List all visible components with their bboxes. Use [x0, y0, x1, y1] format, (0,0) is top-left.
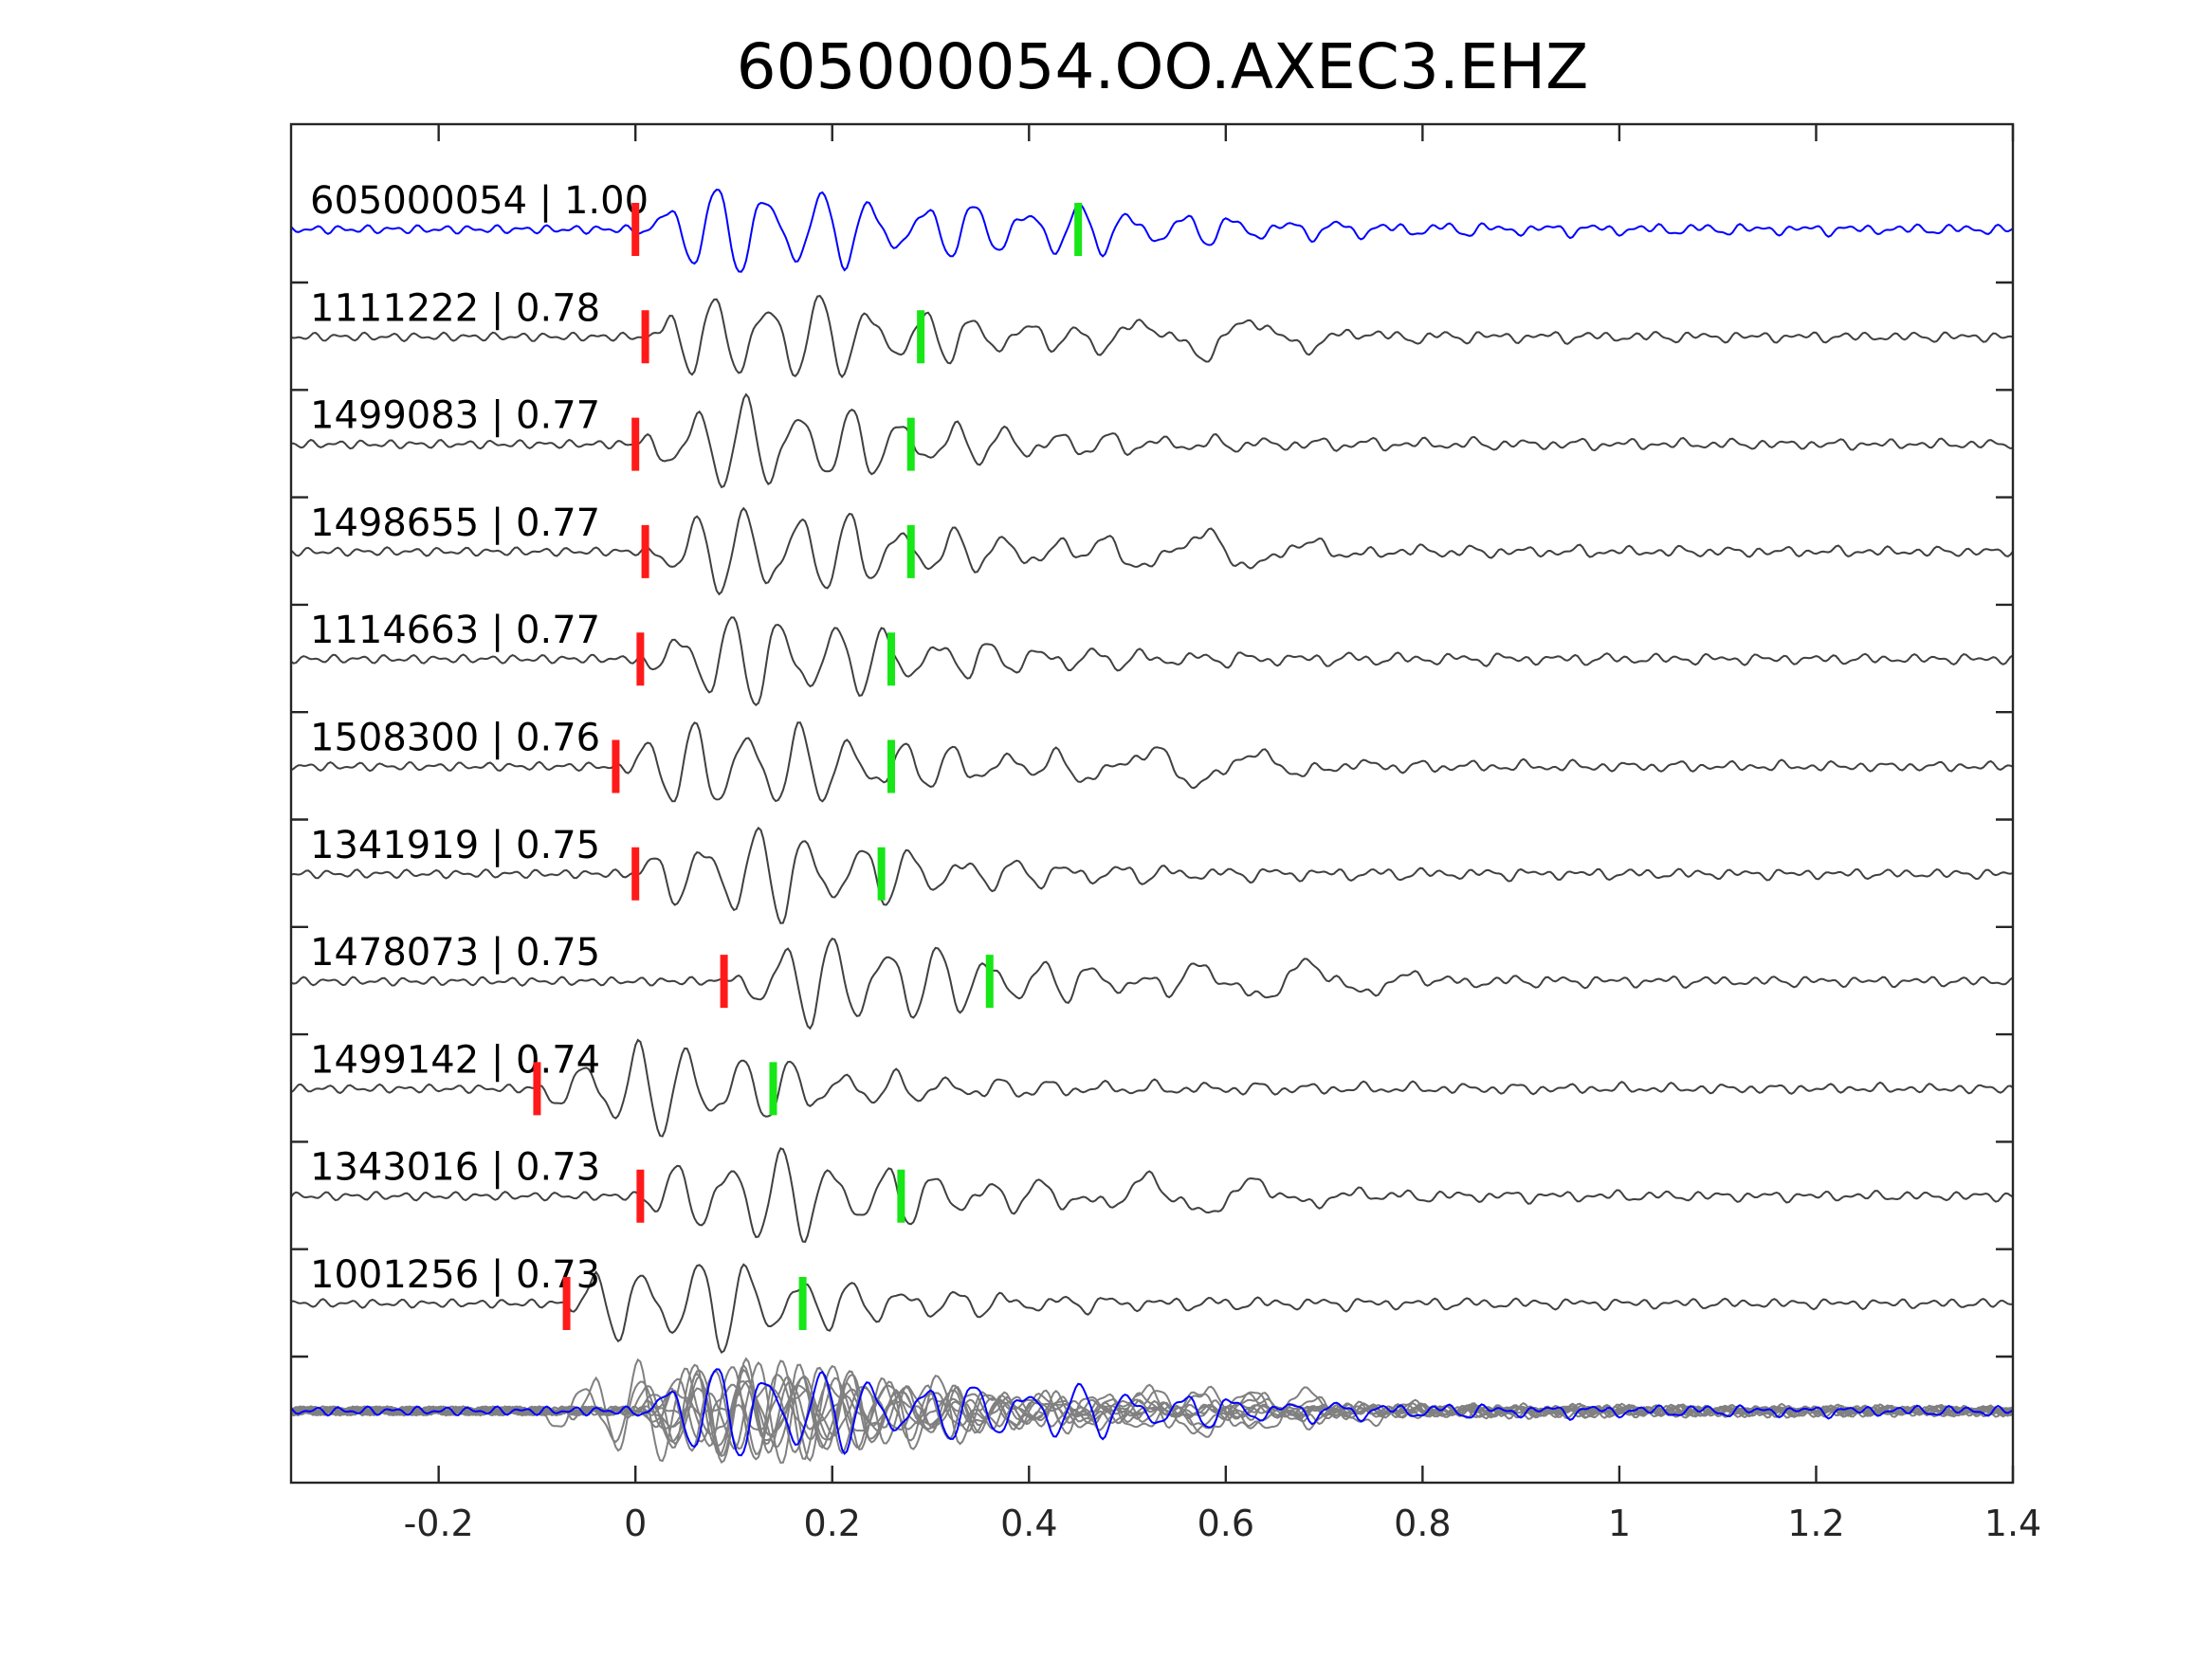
trace-waveform-1498655: [290, 506, 2014, 596]
x-tick-label: 0: [624, 1503, 647, 1544]
trace-label: 1341919 | 0.75: [310, 824, 600, 867]
trace-waveform-1499142: [290, 1038, 2014, 1138]
trace-waveform-1111222: [290, 294, 2014, 379]
overlay-stack: [290, 1357, 2014, 1464]
trace-label: 605000054 | 1.00: [310, 179, 649, 223]
trace-waveform-1114663: [290, 616, 2014, 707]
trace-label: 1499142 | 0.74: [310, 1038, 600, 1082]
x-tick-label: 0.4: [1000, 1503, 1057, 1544]
x-tick-label: 1: [1608, 1503, 1631, 1544]
stack-waveform: [290, 1368, 2014, 1464]
trace-label: 1499083 | 0.77: [310, 394, 600, 438]
trace-waveform-1499083: [290, 392, 2014, 489]
trace-label: 1111222 | 0.78: [310, 286, 600, 330]
trace-label: 1508300 | 0.76: [310, 717, 600, 760]
x-axis: -0.2 0 0.2 0.4 0.6 0.8 1 1.2 1.4: [291, 124, 2041, 1544]
x-tick-label: 1.2: [1787, 1503, 1844, 1544]
traces-layer: [290, 189, 2014, 1355]
trace-label: 1343016 | 0.73: [310, 1146, 600, 1190]
phase-picks: [533, 203, 1083, 1330]
trace-waveform-605000054: [290, 189, 2014, 273]
trace-waveform-1343016: [290, 1147, 2014, 1243]
trace-label: 1114663 | 0.77: [310, 609, 600, 652]
chart-title: 605000054.OO.AXEC3.EHZ: [737, 30, 1589, 103]
plot-frame: [289, 122, 2015, 1485]
x-tick-label: 1.4: [1984, 1503, 2041, 1544]
trace-label: 1478073 | 0.75: [310, 931, 600, 975]
trace-waveform-1341919: [290, 826, 2014, 924]
trace-waveform-1508300: [290, 721, 2014, 803]
x-tick-label: -0.2: [404, 1503, 474, 1544]
x-tick-label: 0.8: [1394, 1503, 1451, 1544]
trace-waveform-1478073: [290, 938, 2014, 1030]
trace-waveform-1001256: [290, 1263, 2014, 1355]
stack-reference-waveform: [290, 1368, 2014, 1457]
trace-label: 1498655 | 0.77: [310, 501, 600, 545]
x-tick-label: 0.2: [804, 1503, 861, 1544]
trace-labels: 605000054 | 1.00 1111222 | 0.78 1499083 | …: [310, 179, 649, 1297]
trace-label: 1001256 | 0.73: [310, 1253, 600, 1297]
x-tick-label: 0.6: [1197, 1503, 1254, 1544]
